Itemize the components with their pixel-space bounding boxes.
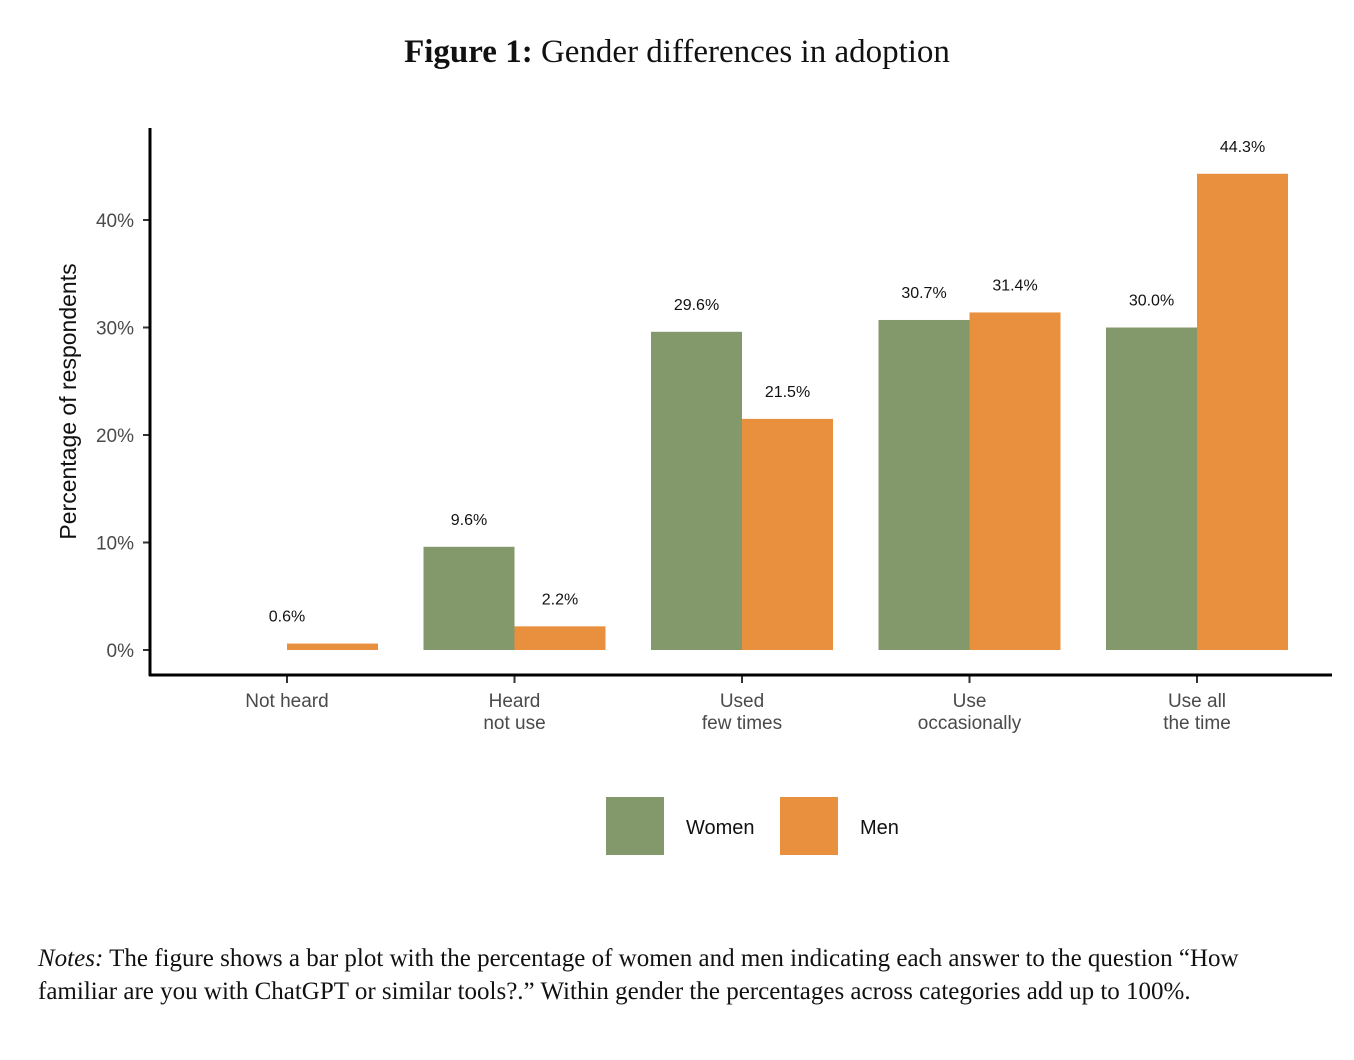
x-tick-label: few times	[702, 713, 782, 734]
x-tick-label: the time	[1163, 713, 1231, 734]
bar-men-1	[514, 626, 606, 650]
bar-men-4	[1197, 173, 1288, 650]
bar-women-3	[878, 319, 970, 650]
data-label-men-2: 21.5%	[765, 384, 810, 401]
bar-women-2	[651, 331, 742, 650]
data-label-men-0: 0.6%	[269, 609, 305, 626]
y-axis-label: Percentage of respondents	[55, 263, 81, 539]
notes-lead: Notes:	[38, 945, 104, 972]
y-tick-label: 20%	[96, 426, 134, 447]
data-label-men-3: 31.4%	[992, 277, 1037, 294]
figure-notes: Notes: The figure shows a bar plot with …	[38, 942, 1318, 1008]
x-tick-label: Use	[953, 691, 987, 712]
x-tick-label: not use	[483, 713, 545, 734]
bar-women-1	[423, 546, 515, 650]
data-label-women-3: 30.7%	[901, 285, 946, 302]
data-label-women-1: 9.6%	[451, 512, 487, 529]
bar-men-3	[969, 312, 1061, 650]
data-label-men-1: 2.2%	[542, 591, 578, 608]
data-label-women-2: 29.6%	[674, 297, 719, 314]
bar-women-4	[1106, 327, 1197, 650]
legend-label-women: Women	[686, 817, 755, 839]
data-label-men-4: 44.3%	[1220, 139, 1265, 156]
y-tick-label: 0%	[107, 641, 135, 662]
figure-title-lead: Figure 1:	[404, 34, 533, 70]
x-tick-label: Not heard	[245, 691, 328, 712]
legend-label-men: Men	[860, 817, 899, 839]
y-tick-label: 10%	[96, 534, 134, 555]
figure-title-text: Gender differences in adoption	[540, 34, 950, 70]
y-tick-label: 30%	[96, 319, 134, 340]
bar-men-0	[287, 643, 378, 650]
x-tick-label: Heard	[489, 691, 541, 712]
legend-swatch-women	[606, 797, 664, 855]
figure-title: Figure 1: Gender differences in adoption	[0, 34, 1354, 71]
x-tick-label: Use all	[1168, 691, 1226, 712]
bar-chart: 0% 10% 20% 30% 40% Percentage of respondents 0…	[55, 128, 1332, 855]
data-label-women-4: 30.0%	[1129, 293, 1174, 310]
legend-swatch-men	[780, 797, 838, 855]
x-tick-label: occasionally	[918, 713, 1022, 734]
notes-text: The figure shows a bar plot with the per…	[38, 945, 1239, 1005]
y-tick-label: 40%	[96, 211, 134, 232]
bar-men-2	[742, 418, 833, 650]
x-tick-label: Used	[720, 691, 764, 712]
